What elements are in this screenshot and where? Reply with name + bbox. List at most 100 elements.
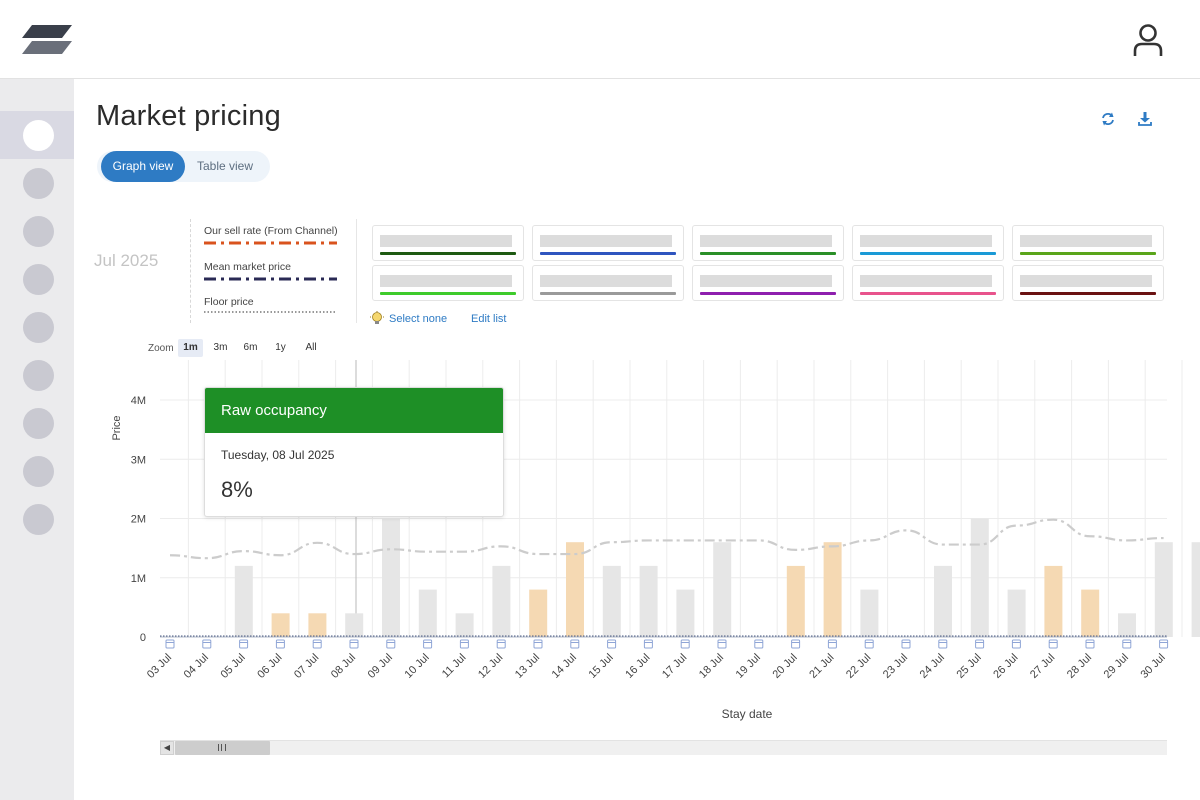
- legend-sell-rate-label: Our sell rate (From Channel): [204, 225, 338, 237]
- logo-icon[interactable]: [22, 24, 74, 56]
- calendar-icon-frame: [717, 639, 727, 649]
- sidebar: [0, 79, 74, 800]
- occupancy-bar: [418, 589, 437, 637]
- zoom-6m-button[interactable]: 6m: [243, 342, 258, 353]
- competitor-card[interactable]: [1012, 265, 1164, 301]
- calendar-icon-frame: [349, 639, 359, 649]
- x-tick-label: 24 Jul: [918, 652, 947, 681]
- competitor-name-placeholder: [380, 275, 512, 287]
- view-tabs: Graph view Table view: [97, 151, 270, 182]
- occupancy-bar: [566, 542, 584, 637]
- calendar-icon-frame: [386, 639, 396, 649]
- y-axis-label: Price: [111, 415, 123, 440]
- user-icon[interactable]: [1128, 20, 1168, 60]
- occupancy-bar: [308, 613, 327, 637]
- sidebar-item-1[interactable]: [23, 120, 54, 151]
- x-tick-label: 17 Jul: [660, 652, 689, 681]
- sidebar-item-8[interactable]: [23, 456, 54, 487]
- chart-scrollbar[interactable]: ◀: [160, 740, 1167, 755]
- x-tick-label: 07 Jul: [292, 652, 321, 681]
- competitor-name-placeholder: [700, 275, 832, 287]
- occupancy-bar: [823, 542, 842, 637]
- occupancy-bar: [602, 565, 621, 637]
- edit-list-link[interactable]: Edit list: [471, 313, 507, 325]
- x-tick-label: 13 Jul: [513, 652, 542, 681]
- competitor-card[interactable]: [532, 225, 684, 261]
- zoom-1m-button[interactable]: 1m: [178, 339, 203, 357]
- competitor-name-placeholder: [1020, 275, 1152, 287]
- x-tick-label: 03 Jul: [145, 652, 174, 681]
- tab-table-view[interactable]: Table view: [196, 159, 254, 173]
- x-tick-label: 21 Jul: [807, 652, 836, 681]
- competitor-card[interactable]: [372, 265, 524, 301]
- sidebar-item-9[interactable]: [23, 504, 54, 535]
- competitor-color-line: [540, 252, 676, 255]
- calendar-icon-frame: [202, 639, 212, 649]
- download-icon[interactable]: [1136, 110, 1154, 128]
- tooltip-value: 8%: [221, 477, 253, 502]
- x-tick-label: 08 Jul: [329, 652, 358, 681]
- competitor-card[interactable]: [1012, 225, 1164, 261]
- occupancy-bar: [271, 613, 290, 637]
- x-tick-label: 27 Jul: [1028, 652, 1057, 681]
- calendar-icon-frame: [459, 639, 469, 649]
- scroll-thumb[interactable]: [175, 741, 270, 755]
- competitor-card[interactable]: [692, 265, 844, 301]
- occupancy-bar: [492, 565, 511, 637]
- calendar-icon: [901, 639, 911, 649]
- competitor-color-line: [700, 252, 836, 255]
- x-tick-label: 16 Jul: [623, 652, 652, 681]
- calendar-icon: [423, 639, 433, 649]
- occupancy-bar: [382, 518, 400, 637]
- calendar-icon-frame: [791, 639, 801, 649]
- tab-graph-view[interactable]: Graph view: [101, 151, 185, 182]
- calendar-icon: [607, 639, 617, 649]
- tooltip-date: Tuesday, 08 Jul 2025: [221, 448, 335, 462]
- competitor-card[interactable]: [532, 265, 684, 301]
- x-tick-label: 09 Jul: [366, 652, 395, 681]
- competitor-color-line: [1020, 252, 1156, 255]
- calendar-icon: [791, 639, 801, 649]
- calendar-icon: [864, 639, 874, 649]
- competitor-card[interactable]: [852, 225, 1004, 261]
- occupancy-bar: [1007, 589, 1026, 637]
- competitor-name-placeholder: [380, 235, 512, 247]
- select-none-link[interactable]: Select none: [389, 313, 448, 325]
- sidebar-item-7[interactable]: [23, 408, 54, 439]
- calendar-icon: [312, 639, 322, 649]
- zoom-3m-button[interactable]: 3m: [213, 342, 228, 353]
- calendar-icon: [1048, 639, 1058, 649]
- legend-mean-market-line[interactable]: [204, 275, 337, 283]
- sidebar-item-4[interactable]: [23, 264, 54, 295]
- calendar-icon: [570, 639, 580, 649]
- calendar-icon-frame: [975, 639, 985, 649]
- competitor-name-placeholder: [860, 235, 992, 247]
- scroll-left-arrow[interactable]: ◀: [160, 741, 174, 755]
- occupancy-bar: [786, 565, 805, 637]
- zoom-1y-button[interactable]: 1y: [275, 342, 286, 353]
- calendar-icon: [827, 639, 837, 649]
- calendar-icon: [386, 639, 396, 649]
- competitor-card[interactable]: [372, 225, 524, 261]
- refresh-icon[interactable]: [1099, 110, 1117, 128]
- sidebar-item-6[interactable]: [23, 360, 54, 391]
- calendar-icon: [165, 639, 175, 649]
- competitor-name-placeholder: [540, 275, 672, 287]
- calendar-icon-frame: [864, 639, 874, 649]
- calendar-icon-frame: [643, 639, 653, 649]
- y-tick-label: 2M: [131, 514, 146, 526]
- sidebar-item-5[interactable]: [23, 312, 54, 343]
- occupancy-bar: [639, 565, 658, 637]
- competitor-color-line: [380, 252, 516, 255]
- competitor-card[interactable]: [692, 225, 844, 261]
- sidebar-item-2[interactable]: [23, 168, 54, 199]
- x-tick-label: 12 Jul: [476, 652, 505, 681]
- legend-floor-line[interactable]: [204, 308, 337, 316]
- zoom-all-button[interactable]: All: [305, 342, 317, 353]
- occupancy-bar: [970, 518, 989, 637]
- competitor-card[interactable]: [852, 265, 1004, 301]
- top-bar: [0, 0, 1200, 79]
- competitor-color-line: [700, 292, 836, 295]
- sidebar-item-3[interactable]: [23, 216, 54, 247]
- legend-sell-rate-line[interactable]: [204, 239, 337, 247]
